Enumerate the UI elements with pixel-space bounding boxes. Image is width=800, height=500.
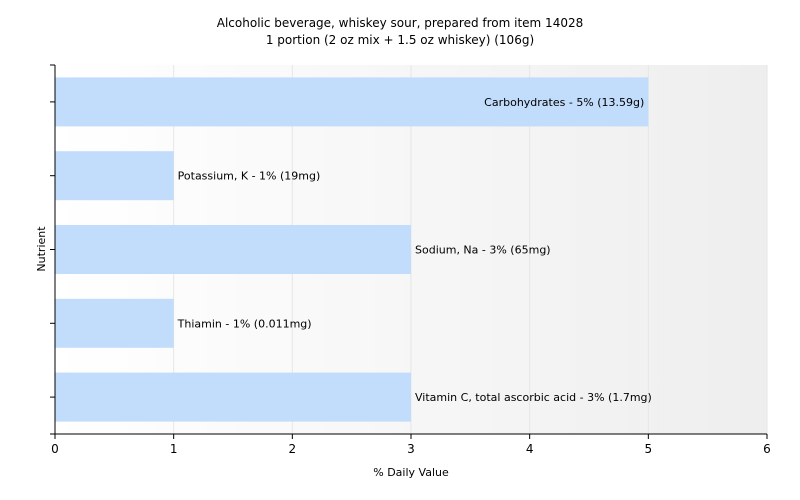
bar-data-label: Potassium, K - 1% (19mg) [178,170,321,183]
bar-data-label: Carbohydrates - 5% (13.59g) [484,96,644,109]
bars [55,77,649,422]
y-axis-ticks [50,64,55,435]
bar [55,372,411,422]
bar [55,77,649,127]
x-tick-label: 6 [763,442,771,456]
x-tick-label: 1 [170,442,178,456]
x-tick-label: 0 [51,442,59,456]
bar-data-label: Thiamin - 1% (0.011mg) [177,317,312,330]
y-axis-title: Nutrient [35,226,48,272]
data-labels: Carbohydrates - 5% (13.59g) Potassium, K … [177,96,652,404]
bar [55,151,174,201]
x-tick-label: 4 [526,442,534,456]
bar [55,298,174,348]
x-axis-ticks: 0 1 2 3 4 5 6 [51,434,771,456]
chart-title: Alcoholic beverage, whiskey sour, prepar… [217,16,583,30]
x-tick-label: 2 [289,442,297,456]
bar-data-label: Sodium, Na - 3% (65mg) [415,244,551,257]
bar-data-label: Vitamin C, total ascorbic acid - 3% (1.7… [415,391,652,404]
x-tick-label: 5 [645,442,653,456]
x-tick-label: 3 [407,442,415,456]
x-axis-title: % Daily Value [373,466,449,479]
chart-subtitle: 1 portion (2 oz mix + 1.5 oz whiskey) (1… [266,33,534,47]
bar [55,225,411,274]
